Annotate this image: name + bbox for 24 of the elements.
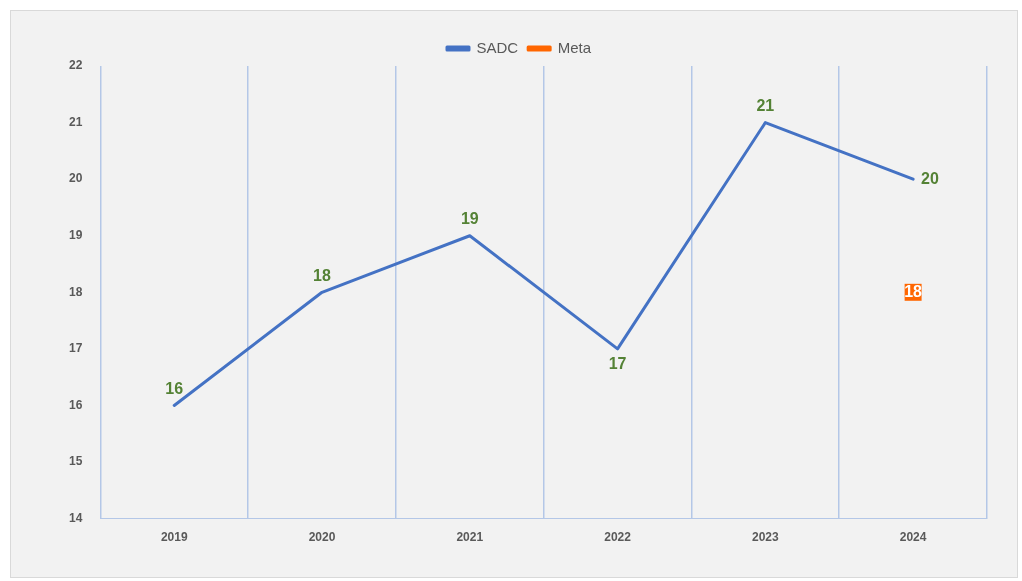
data-label: 18 [904, 282, 923, 300]
x-tick-label: 2021 [456, 530, 484, 545]
data-label: 20 [921, 169, 940, 187]
x-tick-label: 2024 [899, 530, 927, 545]
y-tick-label: 15 [68, 454, 83, 469]
y-tick-label: 18 [68, 284, 83, 299]
x-tick-label: 2022 [604, 530, 632, 545]
y-tick-label: 14 [68, 510, 83, 525]
x-tick-label: 2019 [160, 530, 188, 545]
y-tick-label: 17 [68, 341, 83, 356]
x-tick-label: 2023 [751, 530, 780, 545]
legend-label: Meta [557, 38, 592, 56]
y-tick-label: 22 [68, 58, 83, 73]
y-tick-label: 21 [68, 114, 83, 129]
data-label: 18 [313, 266, 332, 284]
x-tick-label: 2020 [308, 530, 336, 545]
y-tick-label: 20 [68, 171, 83, 186]
data-label: 16 [165, 379, 184, 397]
y-tick-label: 16 [68, 397, 83, 412]
legend-label: SADC [476, 38, 519, 56]
data-label: 19 [460, 210, 479, 228]
y-tick-label: 19 [68, 228, 83, 243]
data-label: 21 [756, 96, 775, 114]
data-label: 17 [608, 355, 627, 373]
